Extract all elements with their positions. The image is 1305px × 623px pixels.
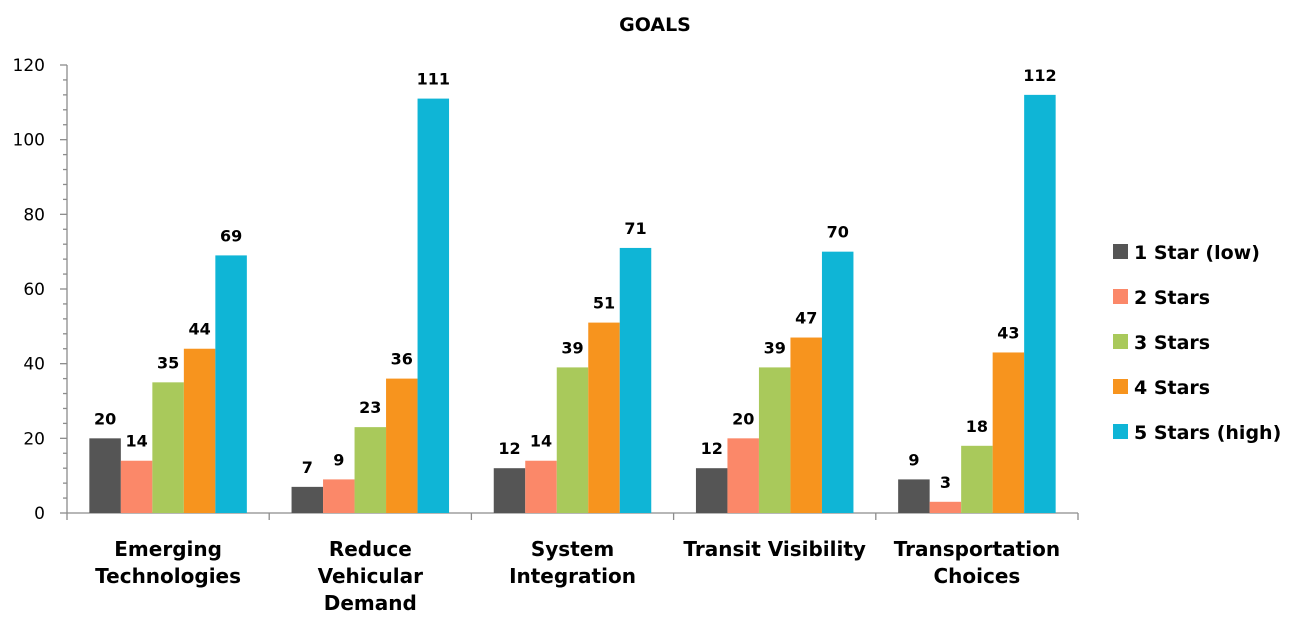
bar [758, 367, 791, 513]
y-tick-label: 40 [23, 355, 45, 375]
category-label: Emerging [114, 537, 222, 561]
legend-label: 2 Stars [1134, 287, 1210, 309]
bar [525, 460, 557, 513]
bar-value-label: 111 [417, 70, 450, 89]
category-label: Choices [933, 564, 1020, 588]
legend-label: 1 Star (low) [1134, 242, 1260, 264]
bar [992, 352, 1025, 513]
bar-value-label: 44 [188, 320, 210, 339]
y-tick-label: 20 [23, 429, 45, 449]
bar-value-label: 20 [94, 409, 116, 428]
bar [588, 322, 620, 513]
legend-label: 5 Stars (high) [1134, 422, 1281, 444]
y-tick-label: 60 [23, 280, 45, 300]
bar [619, 247, 652, 513]
bar [215, 255, 247, 513]
bar [493, 468, 526, 513]
legend-label: 3 Stars [1134, 332, 1210, 354]
bar [929, 501, 962, 513]
bar [961, 445, 993, 513]
bar-value-label: 69 [220, 226, 242, 245]
legend-swatch [1113, 379, 1128, 394]
category-label: Integration [509, 564, 636, 588]
category-label: Vehicular [318, 564, 423, 588]
bar-value-label: 14 [530, 432, 552, 451]
category-label: Demand [324, 591, 417, 615]
bar [727, 438, 759, 513]
category-label: Transit Visibility [683, 537, 866, 561]
bar-value-label: 14 [125, 432, 147, 451]
chart-bars [89, 94, 1056, 513]
bar-value-label: 3 [940, 473, 951, 492]
chart-data-labels: 20 7 12 12 9 14 9 14 20 3 35 23 39 39 18 44 36 51 47 43 69 11… [94, 66, 1057, 492]
bar [152, 382, 184, 513]
bar [556, 367, 589, 513]
bar [790, 337, 822, 513]
legend-swatch [1113, 424, 1128, 439]
bar-value-label: 47 [795, 309, 817, 328]
bar-value-label: 18 [966, 417, 988, 436]
bar-value-label: 9 [908, 450, 919, 469]
bar-value-label: 43 [997, 323, 1019, 342]
bar [183, 348, 216, 513]
bar [1024, 94, 1056, 513]
bar [386, 378, 418, 513]
bar-value-label: 20 [732, 409, 754, 428]
category-label: Reduce [329, 537, 412, 561]
category-label: Technologies [95, 564, 241, 588]
bar-value-label: 36 [391, 350, 413, 369]
legend-label: 4 Stars [1134, 377, 1210, 399]
y-tick-label: 80 [23, 205, 45, 225]
bar-value-label: 39 [764, 338, 786, 357]
bar [120, 460, 153, 513]
bar-value-label: 12 [701, 439, 723, 458]
bar [695, 468, 728, 513]
bar-value-label: 12 [498, 439, 520, 458]
y-tick-label: 0 [34, 504, 45, 524]
bar [354, 427, 387, 513]
bar-value-label: 7 [302, 458, 313, 477]
bar [291, 486, 324, 513]
bar-value-label: 23 [359, 398, 381, 417]
legend-swatch [1113, 289, 1128, 304]
legend-swatch [1113, 334, 1128, 349]
bar [323, 479, 355, 513]
bar-value-label: 35 [157, 353, 179, 372]
bar-value-label: 9 [333, 450, 344, 469]
y-tick-label: 120 [13, 56, 45, 76]
bar-value-label: 70 [827, 223, 849, 242]
category-label: Transportation [894, 537, 1060, 561]
bar [898, 479, 930, 513]
bar-value-label: 112 [1023, 66, 1056, 85]
bar [417, 98, 450, 513]
category-label: System [531, 537, 614, 561]
y-tick-label: 100 [13, 131, 45, 151]
bar [821, 251, 854, 513]
chart-legend: 1 Star (low) 2 Stars 3 Stars 4 Stars 5 Stars… [1113, 242, 1281, 444]
chart-axes: 0 20 40 60 80 100 120 Emerging Technologies Reduc… [13, 56, 1079, 615]
bar-value-label: 39 [561, 338, 583, 357]
chart-title: GOALS [619, 14, 691, 36]
legend-swatch [1113, 244, 1128, 259]
bar-value-label: 51 [593, 294, 615, 313]
bar [89, 438, 121, 513]
bar-value-label: 71 [624, 219, 646, 238]
